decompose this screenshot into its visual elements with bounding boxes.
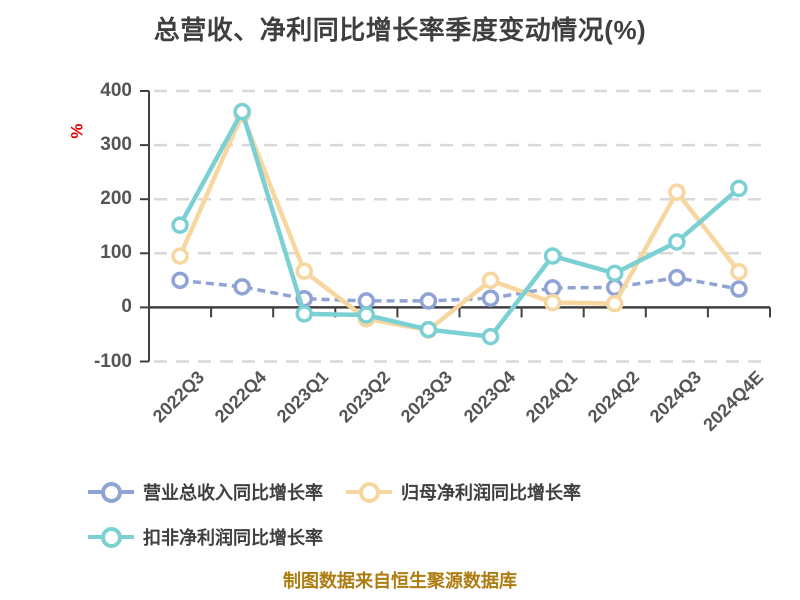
data-point <box>357 306 376 324</box>
series-line-0 <box>179 275 740 303</box>
y-tick-label: 200 <box>100 188 132 210</box>
y-tick-label: -100 <box>93 350 132 372</box>
data-point <box>171 247 189 265</box>
legend-label-revenue-growth: 营业总收入同比增长率 <box>143 483 323 503</box>
legend-item-nongaap-profit-growth: 扣非净利润同比增长率 <box>88 525 323 549</box>
data-point <box>481 271 500 290</box>
data-point <box>171 216 189 234</box>
data-point <box>295 262 313 280</box>
data-point <box>543 247 562 265</box>
data-point <box>419 292 438 310</box>
y-tick-label: 0 <box>121 296 132 318</box>
data-point <box>233 278 251 296</box>
revenue-series-marker-icon <box>88 480 134 504</box>
y-tick-label: 300 <box>100 134 132 156</box>
data-point <box>606 264 624 283</box>
data-point <box>481 289 500 307</box>
data-point <box>668 183 686 201</box>
data-point <box>668 233 686 251</box>
data-point <box>295 305 313 323</box>
data-point <box>543 293 562 312</box>
data-point <box>730 262 748 281</box>
data-point <box>668 268 686 287</box>
data-point <box>606 294 624 313</box>
data-source-note: 制图数据来自恒生聚源数据库 <box>283 571 517 591</box>
legend-label-net-profit-growth: 归母净利润同比增长率 <box>401 483 581 503</box>
series-line-2 <box>178 109 741 339</box>
data-point <box>233 102 251 121</box>
data-point <box>357 292 376 310</box>
data-point <box>730 280 748 298</box>
series-line-1 <box>177 112 741 333</box>
y-tick-label: 400 <box>100 80 132 101</box>
y-tick-label: 100 <box>100 242 132 264</box>
chart-title: 总营收、净利同比增长率季度变动情况(%) <box>153 15 647 45</box>
data-point <box>543 279 562 297</box>
data-point <box>481 327 500 346</box>
data-point <box>730 179 748 198</box>
legend-label-nongaap-profit-growth: 扣非净利润同比增长率 <box>143 528 323 548</box>
legend-item-revenue-growth: 营业总收入同比增长率 <box>88 480 323 504</box>
data-point <box>419 320 438 339</box>
nongaap-series-marker-icon <box>88 525 134 549</box>
net-profit-series-marker-icon <box>346 480 392 504</box>
legend-item-net-profit-growth: 归母净利润同比增长率 <box>346 480 581 504</box>
data-point <box>171 271 189 290</box>
